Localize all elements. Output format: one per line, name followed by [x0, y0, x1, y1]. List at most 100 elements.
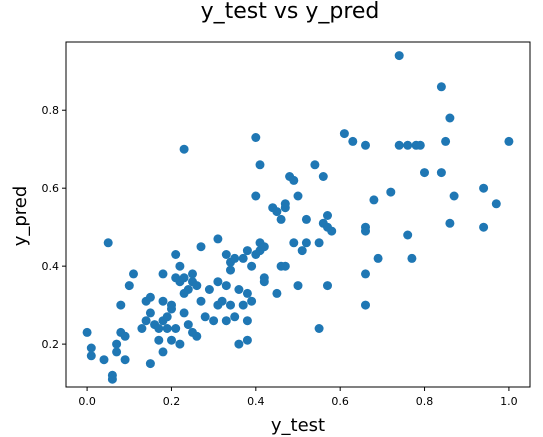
scatter-point-134 [449, 191, 459, 201]
scatter-point-28 [162, 324, 172, 333]
scatter-point-100 [301, 238, 311, 248]
y-tick-label-3: 0.8 [42, 104, 60, 117]
scatter-point-32 [167, 335, 176, 345]
scatter-point-3 [99, 355, 109, 365]
scatter-point-45 [188, 269, 197, 279]
scatter-point-76 [247, 261, 257, 271]
scatter-point-83 [259, 242, 269, 252]
scatter-point-8 [112, 347, 122, 357]
scatter-point-101 [301, 214, 311, 224]
scatter-point-71 [242, 246, 252, 256]
scatter-point-55 [213, 234, 223, 244]
scatter-point-119 [373, 253, 383, 263]
scatter-point-98 [293, 281, 303, 291]
scatter-point-124 [403, 230, 413, 240]
scatter-point-73 [242, 335, 252, 345]
scatter-point-50 [196, 242, 206, 252]
y-axis-label: y_pred [10, 186, 31, 247]
scatter-point-113 [361, 140, 370, 150]
scatter-point-129 [436, 168, 446, 178]
scatter-point-87 [272, 288, 282, 298]
scatter-point-23 [154, 335, 164, 345]
scatter-point-125 [407, 253, 417, 263]
scatter-point-95 [289, 175, 299, 185]
scatter-point-110 [327, 226, 337, 236]
scatter-point-106 [318, 172, 328, 181]
scatter-point-14 [129, 269, 138, 279]
scatter-point-4 [103, 238, 113, 248]
scatter-point-137 [491, 199, 501, 209]
scatter-point-117 [361, 222, 370, 232]
scatter-point-85 [259, 277, 269, 287]
scatter-point-102 [310, 160, 320, 170]
scatter-point-133 [445, 218, 455, 228]
scatter-point-13 [124, 281, 134, 291]
scatter-point-135 [479, 183, 489, 193]
scatter-point-69 [238, 300, 248, 310]
scatter-point-63 [226, 265, 235, 275]
scatter-point-19 [145, 308, 155, 318]
y-axis-ticks: 0.2 0.4 0.6 0.8 [42, 104, 66, 351]
scatter-point-130 [436, 82, 446, 92]
scatter-point-54 [209, 316, 219, 326]
scatter-point-122 [394, 51, 404, 61]
points-layer [82, 51, 514, 384]
scatter-point-123 [403, 140, 413, 150]
scatter-point-109 [323, 211, 332, 220]
scatter-point-0 [82, 327, 92, 337]
scatter-point-67 [234, 339, 244, 349]
scatter-point-58 [217, 296, 227, 306]
scatter-point-79 [251, 133, 261, 142]
scatter-point-127 [415, 140, 425, 150]
scatter-point-75 [247, 296, 257, 306]
x-tick-label-1: 0.2 [163, 395, 181, 408]
scatter-point-115 [361, 269, 370, 279]
x-tick-label-5: 1.0 [500, 395, 518, 408]
scatter-point-65 [230, 253, 240, 263]
scatter-point-78 [251, 191, 261, 201]
scatter-point-43 [183, 285, 193, 294]
scatter-point-17 [141, 316, 151, 326]
scatter-point-25 [158, 296, 168, 306]
scatter-point-104 [314, 238, 324, 248]
scatter-point-121 [394, 140, 404, 150]
x-axis-label: y_test [271, 415, 325, 436]
scatter-point-118 [369, 195, 379, 205]
scatter-point-108 [323, 281, 332, 291]
scatter-point-24 [158, 269, 168, 279]
scatter-point-31 [167, 300, 176, 310]
scatter-point-18 [145, 292, 155, 302]
scatter-point-15 [137, 324, 147, 333]
y-tick-label-1: 0.4 [42, 260, 60, 273]
scatter-point-128 [420, 168, 429, 178]
scatter-point-111 [339, 129, 349, 139]
y-tick-label-0: 0.2 [42, 338, 60, 351]
scatter-point-138 [504, 136, 514, 146]
scatter-point-52 [200, 312, 210, 322]
scatter-point-49 [192, 331, 202, 341]
scatter-point-11 [120, 331, 130, 341]
scatter-point-62 [226, 300, 235, 310]
plot-area-frame [65, 41, 531, 388]
y-tick-label-2: 0.6 [42, 182, 60, 195]
scatter-point-2 [86, 351, 96, 361]
chart-title: y_test vs y_pred [201, 0, 380, 24]
scatter-point-61 [221, 316, 231, 326]
scatter-point-35 [171, 324, 181, 333]
scatter-point-22 [154, 324, 164, 333]
scatter-point-72 [242, 288, 252, 298]
scatter-point-12 [120, 355, 130, 365]
scatter-point-70 [238, 253, 248, 263]
scatter-point-29 [162, 312, 172, 322]
scatter-point-68 [234, 285, 244, 294]
scatter-point-42 [179, 144, 189, 154]
scatter-point-66 [230, 312, 240, 322]
scatter-point-60 [221, 281, 231, 291]
scatter-point-56 [213, 277, 223, 287]
scatter-point-89 [276, 214, 286, 224]
scatter-point-112 [348, 136, 358, 146]
scatter-point-116 [361, 300, 370, 310]
scatter-point-39 [179, 273, 189, 283]
x-axis-ticks: 0.0 0.2 0.4 0.6 0.8 1.0 [78, 387, 518, 408]
